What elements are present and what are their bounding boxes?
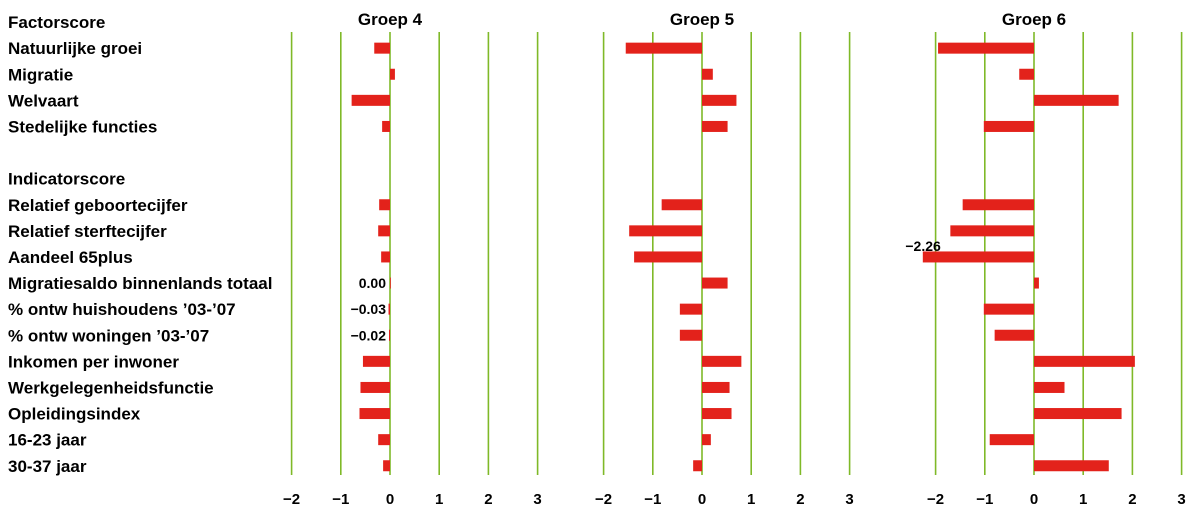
row-label: Werkgelegenheidsfunctie xyxy=(8,378,214,397)
bar xyxy=(634,251,702,263)
x-tick-label: 3 xyxy=(533,491,541,508)
x-tick-label: 0 xyxy=(1030,491,1038,508)
bar xyxy=(938,42,1034,54)
x-tick-label: 2 xyxy=(1128,491,1136,508)
x-tick-label: 1 xyxy=(435,491,443,508)
bar xyxy=(983,303,1034,315)
bar xyxy=(390,68,395,80)
bar xyxy=(362,355,390,367)
row-label: % ontw woningen ’03-’07 xyxy=(8,326,209,345)
bar xyxy=(359,408,390,420)
panel-group-6: Groep 6 −2 −1 0 1 2 3 −2.26 xyxy=(905,10,1185,508)
x-tick-label: −1 xyxy=(976,491,993,508)
row-labels: Factorscore Natuurlijke groei Migratie Welv… xyxy=(8,13,272,476)
x-tick-label: −2 xyxy=(595,491,612,508)
bar xyxy=(962,199,1034,211)
bar xyxy=(922,251,1034,263)
row-label: Migratie xyxy=(8,65,73,84)
panel-group-4: Groep 4 −2 −1 0 1 2 3 0.00 −0.03 −0.02 xyxy=(283,10,542,508)
x-tick-label: 2 xyxy=(484,491,492,508)
bar xyxy=(983,120,1034,132)
panel-group-5: Groep 5 −2 −1 0 1 2 3 xyxy=(595,10,854,508)
x-tick-label: −1 xyxy=(644,491,661,508)
bar xyxy=(994,329,1034,341)
bar xyxy=(383,460,390,472)
bar xyxy=(381,251,390,263)
bar xyxy=(378,434,390,446)
bar xyxy=(702,120,728,132)
bar xyxy=(351,94,390,106)
bar xyxy=(702,381,730,393)
bar xyxy=(693,460,702,472)
x-tick-label: 0 xyxy=(698,491,706,508)
bar xyxy=(1034,460,1109,472)
bar xyxy=(1019,68,1034,80)
x-tick-label: 1 xyxy=(1079,491,1087,508)
x-tick-label: 0 xyxy=(386,491,394,508)
bar xyxy=(378,225,390,237)
x-tick-label: 2 xyxy=(796,491,804,508)
bar xyxy=(702,434,711,446)
row-label: % ontw huishoudens ’03-’07 xyxy=(8,300,236,319)
data-label: −2.26 xyxy=(905,238,941,254)
bar xyxy=(679,303,702,315)
bar xyxy=(360,381,390,393)
bar xyxy=(950,225,1034,237)
bar xyxy=(390,277,391,289)
row-label: Migratiesaldo binnenlands totaal xyxy=(8,274,272,293)
bar xyxy=(379,199,390,211)
panel-title: Groep 4 xyxy=(358,10,423,29)
row-label: Relatief sterftecijfer xyxy=(8,222,167,241)
bar xyxy=(382,120,390,132)
bar xyxy=(702,277,728,289)
panel-title: Groep 5 xyxy=(670,10,734,29)
data-label: 0.00 xyxy=(359,275,386,291)
row-label: Relatief geboortecijfer xyxy=(8,196,188,215)
bar xyxy=(661,199,702,211)
data-label: −0.02 xyxy=(351,327,387,343)
row-label: Natuurlijke groei xyxy=(8,39,142,58)
bar xyxy=(1034,277,1039,289)
bar xyxy=(1034,408,1122,420)
bar xyxy=(389,329,390,341)
row-label: 30-37 jaar xyxy=(8,457,87,476)
row-label: Inkomen per inwoner xyxy=(8,352,179,371)
data-label: −0.03 xyxy=(351,301,387,317)
bar xyxy=(388,303,390,315)
bar xyxy=(702,355,742,367)
panel-title: Groep 6 xyxy=(1002,10,1066,29)
row-label: Welvaart xyxy=(8,91,79,110)
bar xyxy=(989,434,1034,446)
row-label: Opleidingsindex xyxy=(8,405,141,424)
x-tick-label: 3 xyxy=(845,491,853,508)
section-header: Factorscore xyxy=(8,13,105,32)
bar xyxy=(625,42,702,54)
bar xyxy=(1034,355,1135,367)
bar xyxy=(702,94,737,106)
bar xyxy=(702,408,732,420)
bar xyxy=(679,329,702,341)
x-tick-label: −2 xyxy=(283,491,300,508)
bar xyxy=(374,42,390,54)
section-header: Indicatorscore xyxy=(8,170,125,189)
bar xyxy=(629,225,702,237)
x-tick-label: −2 xyxy=(927,491,944,508)
row-label: 16-23 jaar xyxy=(8,431,87,450)
x-tick-label: −1 xyxy=(332,491,349,508)
panels: Groep 4 −2 −1 0 1 2 3 0.00 −0.03 −0.02 Groep 5 −2 −1… xyxy=(283,10,1186,508)
row-label: Aandeel 65plus xyxy=(8,248,133,267)
row-label: Stedelijke functies xyxy=(8,117,157,136)
x-tick-label: 1 xyxy=(747,491,755,508)
x-tick-label: 3 xyxy=(1177,491,1185,508)
bar xyxy=(1034,94,1119,106)
bar xyxy=(702,68,713,80)
bar xyxy=(1034,381,1065,393)
